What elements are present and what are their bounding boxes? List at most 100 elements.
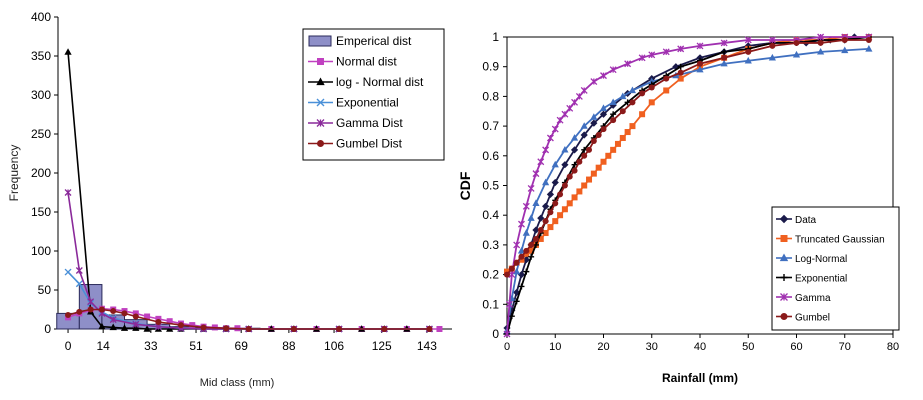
point-data — [580, 131, 588, 139]
x-tick-label: 0 — [504, 341, 510, 353]
point-exponential — [677, 63, 684, 70]
series-line-gumbel-dist — [67, 308, 430, 330]
point-log-normal — [542, 178, 550, 186]
y-tick-label: 0.2 — [482, 268, 499, 282]
point-gumbel-dist — [177, 322, 184, 329]
point-gamma — [817, 33, 825, 41]
point-log-normal — [609, 98, 617, 106]
point-gumbel — [537, 227, 544, 234]
point-gumbel-dist — [132, 313, 139, 320]
x-tick-label: 20 — [597, 341, 609, 353]
legend-label: log - Normal dist — [336, 75, 424, 89]
point-truncated-gaussian — [552, 218, 559, 225]
legend-marker — [317, 140, 324, 147]
x-tick-label: 88 — [282, 339, 296, 353]
point-truncated-gaussian — [614, 140, 621, 147]
point-gumbel — [590, 137, 597, 144]
point-gamma — [505, 300, 513, 308]
point-gumbel — [547, 209, 554, 216]
point-gumbel — [528, 241, 535, 248]
x-tick-label: 125 — [372, 339, 392, 353]
x-tick-label: 40 — [694, 341, 706, 353]
point-gumbel — [595, 132, 602, 139]
legend-label: Normal dist — [336, 55, 397, 69]
x-tick-label: 51 — [189, 339, 203, 353]
legend-label: Gamma Dist — [336, 116, 403, 130]
y-tick-label: 150 — [31, 205, 51, 219]
point-gumbel — [639, 90, 646, 97]
point-exponential — [75, 280, 83, 288]
y-tick-label: 0.8 — [482, 89, 499, 103]
point-log-normal-dist — [109, 323, 117, 331]
point-log-normal — [841, 46, 849, 54]
legend-marker — [317, 58, 324, 65]
point-truncated-gaussian — [639, 111, 646, 118]
point-truncated-gaussian — [561, 206, 568, 213]
point-exponential — [721, 48, 728, 55]
point-gamma — [768, 36, 776, 44]
legend-marker — [780, 293, 788, 301]
cdf-chart: 00.10.20.30.40.50.60.70.80.910 10 20 30 40 50… — [457, 30, 900, 385]
y-tick-label: 0.4 — [482, 208, 499, 222]
point-gamma — [677, 45, 685, 53]
point-log-normal — [599, 104, 608, 111]
point-gumbel — [561, 182, 568, 189]
legend-marker — [779, 253, 789, 262]
point-log-normal — [865, 44, 873, 52]
point-data — [561, 161, 569, 169]
point-gumbel-dist — [87, 306, 94, 313]
point-gumbel — [571, 167, 578, 174]
legend-label: Gumbel Dist — [336, 137, 403, 151]
point-gamma — [513, 241, 521, 249]
point-data — [517, 271, 526, 279]
point-gamma — [522, 202, 530, 210]
x-tick-label: 33 — [144, 339, 158, 353]
y-tick-label: 0.9 — [482, 60, 499, 74]
legend-marker — [779, 214, 789, 224]
point-gumbel-dist — [426, 326, 433, 332]
point-gamma-dist — [75, 267, 83, 274]
point-gumbel-dist — [245, 326, 252, 332]
point-truncated-gaussian — [648, 99, 655, 106]
x-tick-label: 69 — [235, 339, 249, 353]
point-gumbel — [586, 146, 593, 153]
point-gamma — [571, 98, 579, 106]
point-log-normal-dist — [120, 324, 129, 331]
point-log-normal — [720, 59, 728, 67]
point-truncated-gaussian — [610, 146, 617, 153]
point-gumbel-dist — [381, 326, 388, 332]
point-gumbel — [513, 259, 520, 266]
legend-label: Truncated Gaussian — [795, 235, 885, 246]
point-gumbel — [817, 39, 824, 46]
point-exponential — [571, 161, 578, 168]
point-gamma-dist — [132, 320, 140, 328]
point-gumbel-dist — [121, 310, 128, 317]
point-log-normal — [768, 53, 776, 61]
x-tick-label: 70 — [839, 341, 851, 353]
point-gamma — [648, 51, 656, 59]
point-gamma — [527, 185, 535, 192]
point-gamma — [551, 125, 559, 133]
point-exponential — [508, 313, 515, 320]
point-gamma-dist — [64, 189, 72, 196]
point-exponential — [528, 253, 535, 260]
y-tick-label: 200 — [31, 166, 51, 180]
point-gumbel — [581, 152, 588, 159]
point-truncated-gaussian — [576, 188, 583, 195]
y-tick-label: 1 — [492, 30, 499, 44]
x-axis-title: Rainfall (mm) — [662, 371, 738, 385]
point-gamma — [696, 42, 704, 50]
y-tick-label: 0.5 — [482, 179, 499, 193]
point-gumbel — [523, 247, 530, 254]
point-gumbel — [518, 253, 525, 260]
point-gumbel — [629, 99, 636, 106]
point-gamma — [624, 60, 632, 68]
x-tick-label: 14 — [96, 339, 110, 353]
x-axis-title: Mid class (mm) — [200, 377, 275, 389]
legend-marker — [780, 274, 788, 281]
point-gamma — [662, 48, 670, 56]
y-tick-label: 250 — [31, 127, 51, 141]
point-normal-dist — [166, 318, 173, 325]
y-axis-title: CDF — [457, 171, 473, 200]
point-truncated-gaussian — [542, 230, 549, 237]
